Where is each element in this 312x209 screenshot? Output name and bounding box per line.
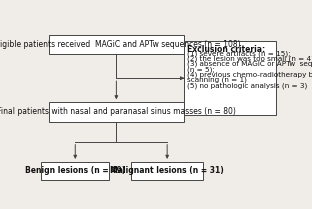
Text: Benign lesions (n = 49): Benign lesions (n = 49) bbox=[25, 166, 125, 175]
Text: Exclusion criteria:: Exclusion criteria: bbox=[187, 45, 265, 54]
Text: (3) absence of MAGiC or APTw  sequences: (3) absence of MAGiC or APTw sequences bbox=[187, 61, 312, 68]
Text: (5) no pathologic analysis (n = 3): (5) no pathologic analysis (n = 3) bbox=[187, 82, 307, 89]
Text: Malignant lesions (n = 31): Malignant lesions (n = 31) bbox=[110, 166, 224, 175]
Bar bbox=[49, 35, 184, 54]
Bar bbox=[49, 102, 184, 122]
Bar bbox=[184, 41, 276, 115]
Text: scanning (n = 1): scanning (n = 1) bbox=[187, 77, 247, 83]
Bar bbox=[131, 162, 203, 180]
Text: (2) the lesion was too small (n = 4);: (2) the lesion was too small (n = 4); bbox=[187, 56, 312, 62]
Text: Final patients with nasal and paranasal sinus masses (n = 80): Final patients with nasal and paranasal … bbox=[0, 107, 236, 116]
Text: (1) severe artifacts (n = 15);: (1) severe artifacts (n = 15); bbox=[187, 50, 290, 57]
Bar bbox=[41, 162, 109, 180]
Text: (4) previous chemo-radiotherapy before MR: (4) previous chemo-radiotherapy before M… bbox=[187, 71, 312, 78]
Text: Eligible patients received  MAGiC and APTw sequences (n = 108): Eligible patients received MAGiC and APT… bbox=[0, 40, 240, 49]
Text: (n = 5);: (n = 5); bbox=[187, 66, 215, 73]
